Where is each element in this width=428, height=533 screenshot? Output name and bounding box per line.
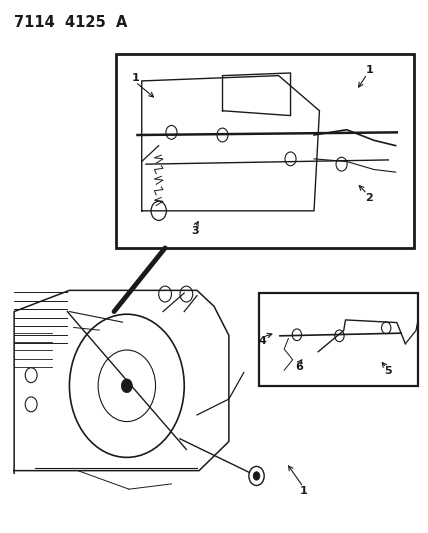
Text: 1: 1 bbox=[300, 486, 307, 496]
Text: 5: 5 bbox=[384, 366, 392, 376]
Text: 6: 6 bbox=[295, 362, 303, 372]
Text: 3: 3 bbox=[191, 226, 199, 236]
Text: 2: 2 bbox=[366, 192, 373, 203]
Text: 4: 4 bbox=[259, 336, 267, 346]
Circle shape bbox=[253, 472, 260, 480]
Text: 7114  4125  A: 7114 4125 A bbox=[14, 14, 128, 30]
Circle shape bbox=[121, 379, 132, 393]
Text: 1: 1 bbox=[366, 66, 373, 75]
Text: 1: 1 bbox=[131, 73, 139, 83]
Bar bbox=[259, 293, 418, 386]
Bar bbox=[116, 54, 414, 248]
Circle shape bbox=[249, 466, 264, 486]
